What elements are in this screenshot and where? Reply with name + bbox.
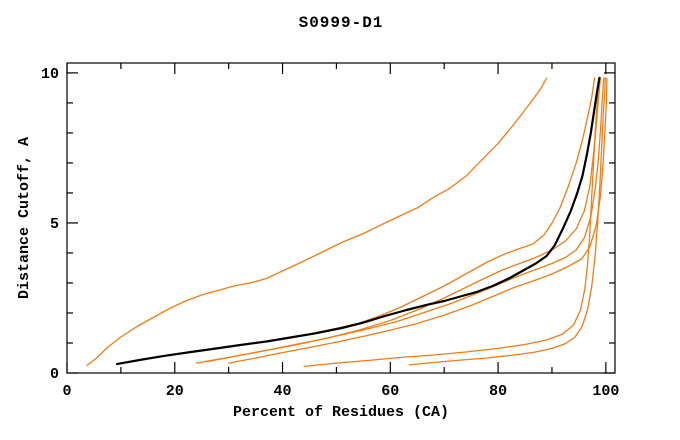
series-line-orange-model-3	[195, 77, 602, 364]
y-tick-label: 10	[41, 66, 59, 83]
x-tick-label: 40	[274, 383, 292, 400]
axis-ticks	[66, 63, 615, 374]
y-tick-label: 5	[50, 216, 59, 233]
x-tick-label: 20	[166, 383, 184, 400]
series-line-orange-model-2	[168, 77, 596, 356]
axis-tick-labels: 0 20 40 60 80 100 0 5 10	[41, 66, 619, 400]
x-tick-label: 60	[381, 383, 399, 400]
x-axis-label: Percent of Residues (CA)	[233, 404, 449, 421]
plot-frame	[66, 62, 616, 374]
series-line-orange-model-1-steep	[86, 77, 548, 367]
x-tick-label: 80	[489, 383, 507, 400]
series-line-orange-model-5	[228, 77, 608, 364]
y-axis-label: Distance Cutoff, A	[16, 137, 33, 299]
series-line-orange-model-7-flat	[408, 77, 606, 366]
chart-title: S0999-D1	[299, 14, 384, 32]
data-series	[86, 76, 608, 368]
series-line-orange-model-4	[206, 77, 605, 363]
series-line-black-main-model	[115, 76, 601, 366]
x-tick-label: 0	[62, 383, 71, 400]
y-tick-label: 0	[50, 366, 59, 383]
series-line-orange-model-6-flat	[303, 77, 600, 368]
x-tick-label: 100	[592, 383, 619, 400]
